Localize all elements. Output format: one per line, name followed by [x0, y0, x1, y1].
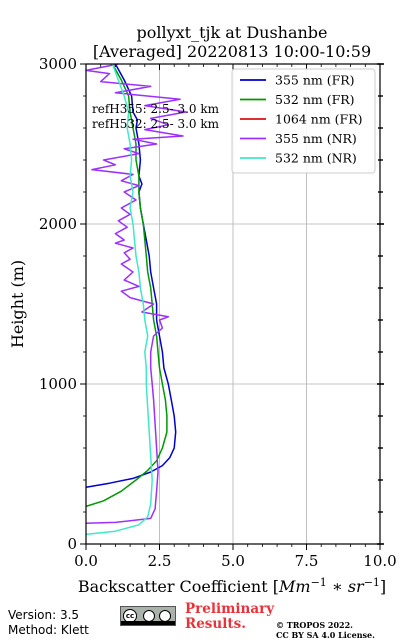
annotation-refh532: refH532: 2.5- 3.0 km	[92, 117, 220, 131]
legend-label-4: 532 nm (NR)	[275, 151, 357, 166]
legend-entries: 355 nm (FR) 532 nm (FR) 1064 nm (FR) 355 nm…	[240, 73, 363, 166]
legend-box	[231, 68, 376, 174]
x-tick-label: 2.5	[148, 552, 172, 570]
copyright-line-1: © TROPOS 2022.	[276, 620, 353, 630]
chart-title: pollyxt_tjk at Dushanbe	[136, 23, 327, 42]
chart-subtitle: [Averaged] 20220813 10:00-10:59	[93, 42, 371, 61]
legend-label-1: 532 nm (FR)	[275, 92, 355, 107]
x-axis-label: Backscatter Coefficient [Mm−1 ∗ sr−1]	[78, 576, 386, 596]
annotation-refh355: refH355: 2.5- 3.0 km	[92, 102, 220, 116]
x-axis-label-text: Backscatter Coefficient [	[78, 577, 279, 596]
legend-label-0: 355 nm (FR)	[275, 73, 355, 88]
legend-label-3: 355 nm (NR)	[275, 131, 357, 146]
x-axis-label-sup-1: −1	[311, 576, 327, 589]
copyright-note: © TROPOS 2022. CC BY SA 4.0 License.	[276, 620, 375, 640]
y-tick-label: 3000	[39, 55, 77, 73]
version-text: Version: 3.5	[8, 608, 80, 622]
x-axis-label-sup-2: −1	[364, 576, 380, 589]
cc-license-badge: cc	[120, 606, 176, 626]
method-text: Method: Klett	[8, 623, 89, 637]
y-axis-label: Height (m)	[8, 260, 27, 348]
y-tick-label: 1000	[39, 375, 77, 393]
x-axis-label-close: ]	[380, 577, 386, 596]
preliminary-line-2: Results.	[185, 616, 246, 632]
series-line-4	[85, 63, 153, 536]
legend: 355 nm (FR) 532 nm (FR) 1064 nm (FR) 355 nm…	[231, 68, 376, 174]
y-tick-label: 0	[67, 535, 77, 553]
series-line-3	[85, 63, 187, 524]
x-axis-label-unit-1: Mm	[278, 577, 311, 596]
axis-ticks: 0.0 2.5 5.0 7.5 10.0 0 1000 2000 3000	[39, 55, 397, 570]
x-tick-label: 7.5	[295, 552, 319, 570]
legend-label-2: 1064 nm (FR)	[275, 112, 363, 127]
x-tick-label: 10.0	[363, 552, 396, 570]
copyright-line-2: CC BY SA 4.0 License.	[276, 630, 375, 640]
y-tick-label: 2000	[39, 215, 77, 233]
badge-bar	[121, 621, 175, 625]
series-line-0	[85, 63, 177, 488]
x-axis-label-unit-2: ∗ sr	[327, 577, 365, 596]
preliminary-line-1: Preliminary	[185, 601, 275, 617]
version-info: Version: 3.5 Method: Klett	[8, 608, 89, 638]
preliminary-results-note: Preliminary Results.	[185, 602, 274, 632]
series-lines	[85, 63, 187, 536]
x-tick-label: 5.0	[221, 552, 245, 570]
x-tick-label: 0.0	[74, 552, 98, 570]
